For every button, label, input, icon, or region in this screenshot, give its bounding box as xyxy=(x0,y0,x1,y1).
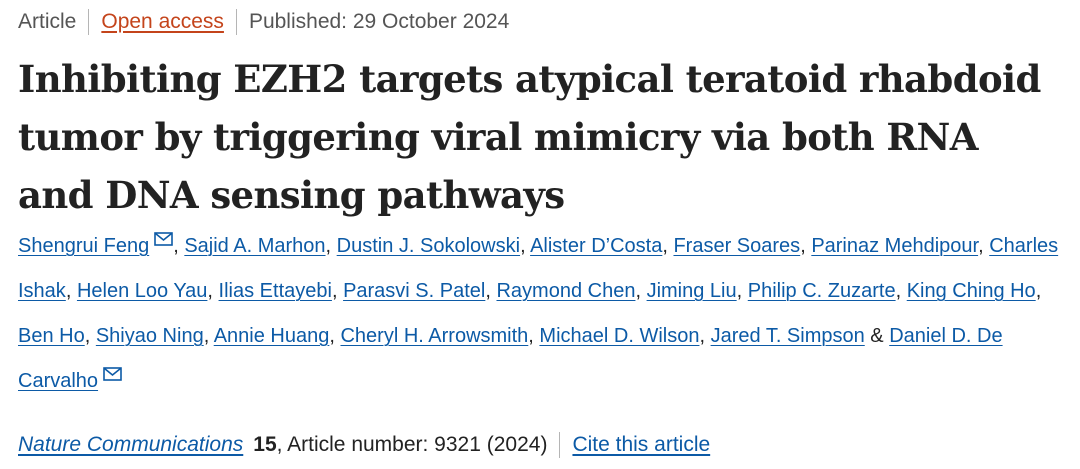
author-separator: , xyxy=(736,280,748,302)
mail-icon[interactable] xyxy=(154,232,174,246)
author-separator: , xyxy=(207,280,219,302)
article-meta: Article Open access Published: 29 Octobe… xyxy=(18,6,509,38)
author-separator: , xyxy=(485,280,497,302)
author-separator: & xyxy=(864,325,890,347)
author-separator: , xyxy=(1035,280,1042,302)
author-link[interactable]: Michael D. Wilson xyxy=(539,325,700,347)
open-access-link[interactable]: Open access xyxy=(101,10,224,33)
meta-divider xyxy=(88,9,90,35)
author-link[interactable]: Shiyao Ning xyxy=(95,325,204,347)
author-link[interactable]: Ilias Ettayebi xyxy=(218,280,332,302)
author-separator: , xyxy=(699,325,711,347)
citation-row: Nature Communications 15 , Article numbe… xyxy=(18,429,710,461)
author-separator: , xyxy=(203,325,214,347)
author-list: Shengrui Feng, Sajid A. Marhon, Dustin J… xyxy=(18,224,1068,404)
author-link[interactable]: Ben Ho xyxy=(18,325,85,347)
author-link[interactable]: Alister D’Costa xyxy=(530,235,663,257)
author-link[interactable]: Parinaz Mehdipour xyxy=(811,235,979,257)
author-link[interactable]: Fraser Soares xyxy=(673,235,801,257)
author-separator: , xyxy=(895,280,907,302)
author-separator: , xyxy=(173,235,185,257)
cite-this-article-link[interactable]: Cite this article xyxy=(572,433,711,456)
meta-divider xyxy=(235,9,237,35)
article-type: Article xyxy=(18,10,77,33)
author-link[interactable]: Jiming Liu xyxy=(646,280,737,302)
author-link[interactable]: Shengrui Feng xyxy=(18,235,150,257)
author-separator: , xyxy=(528,325,540,347)
author-separator: , xyxy=(329,325,341,347)
article-number: , Article number: 9321 (2024) xyxy=(276,433,548,456)
citation-divider xyxy=(559,432,561,458)
author-separator: , xyxy=(520,235,531,257)
author-link[interactable]: Sajid A. Marhon xyxy=(184,235,326,257)
author-link[interactable]: Charles Ishak xyxy=(18,235,1059,302)
author-link[interactable]: Dustin J. Sokolowski xyxy=(336,235,521,257)
author-link[interactable]: Jared T. Simpson xyxy=(710,325,865,347)
author-link[interactable]: King Ching Ho xyxy=(906,280,1036,302)
author-separator: , xyxy=(331,280,344,302)
author-link[interactable]: Helen Loo Yau xyxy=(76,280,208,302)
author-separator: , xyxy=(662,235,674,257)
author-separator: , xyxy=(635,280,647,302)
author-link[interactable]: Raymond Chen xyxy=(496,280,636,302)
author-link[interactable]: Daniel D. De Carvalho xyxy=(18,325,1003,392)
mail-icon[interactable] xyxy=(103,367,122,381)
author-link[interactable]: Annie Huang xyxy=(213,325,330,347)
author-separator: , xyxy=(800,235,812,257)
volume-number: 15 xyxy=(253,433,277,456)
author-separator: , xyxy=(978,235,990,257)
author-link[interactable]: Philip C. Zuzarte xyxy=(747,280,896,302)
author-separator: , xyxy=(84,325,96,347)
journal-link[interactable]: Nature Communications xyxy=(18,433,244,456)
author-separator: , xyxy=(325,235,337,257)
article-title: Inhibiting EZH2 targets atypical teratoi… xyxy=(18,57,1041,217)
author-link[interactable]: Parasvi S. Patel xyxy=(343,280,486,302)
published-date: Published: 29 October 2024 xyxy=(248,10,510,33)
author-link[interactable]: Cheryl H. Arrowsmith xyxy=(340,325,529,347)
author-separator: , xyxy=(65,280,77,302)
